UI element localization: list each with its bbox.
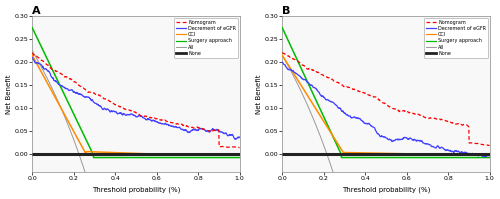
Text: A: A [32, 6, 41, 16]
Y-axis label: Net Benefit: Net Benefit [256, 75, 262, 114]
X-axis label: Threshold probability (%): Threshold probability (%) [92, 187, 180, 193]
Legend: Nomogram, Decrement of eGFR, CCI, Surgery approach, All, None: Nomogram, Decrement of eGFR, CCI, Surger… [174, 18, 238, 58]
X-axis label: Threshold probability (%): Threshold probability (%) [342, 187, 430, 193]
Y-axis label: Net Benefit: Net Benefit [6, 75, 12, 114]
Text: B: B [282, 6, 290, 16]
Legend: Nomogram, Decrement of eGFR, CCI, Surgery approach, All, None: Nomogram, Decrement of eGFR, CCI, Surger… [424, 18, 488, 58]
